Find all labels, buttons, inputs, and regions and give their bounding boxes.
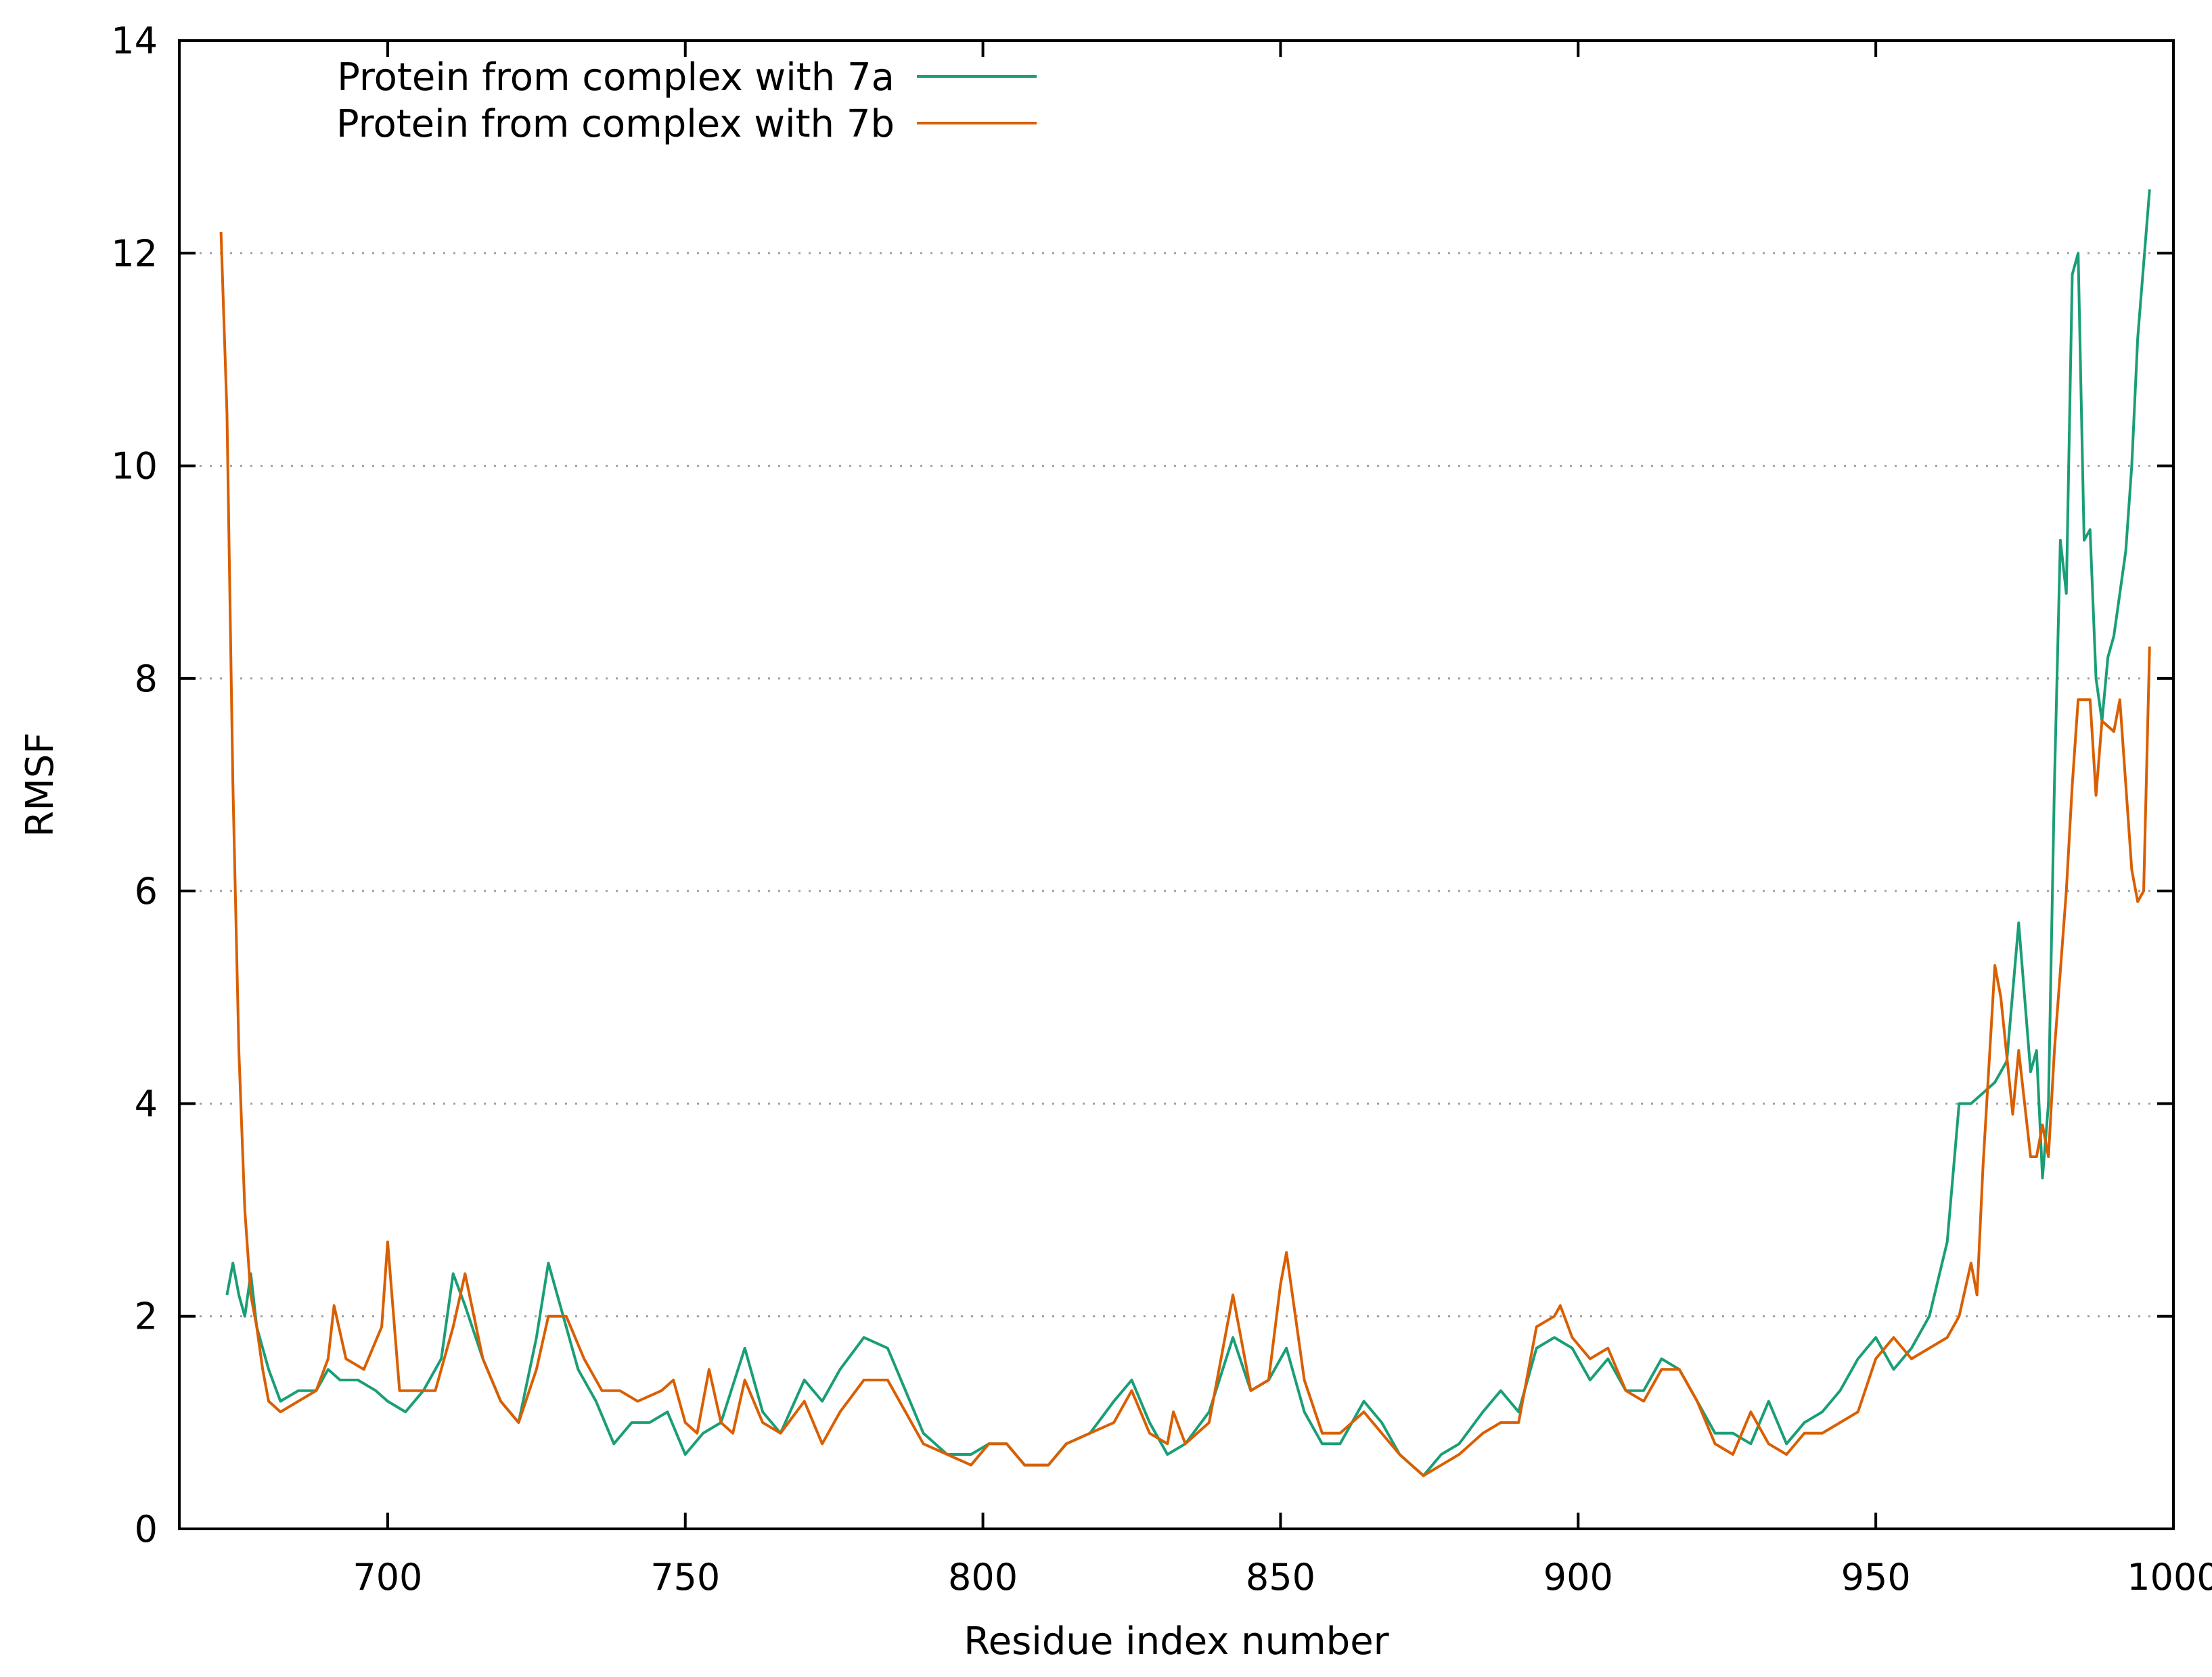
y-axis-title: RMSF	[18, 733, 62, 837]
legend-label-7b: Protein from complex with 7b	[336, 102, 895, 146]
x-tick-label: 700	[353, 1556, 422, 1599]
x-tick-label: 900	[1543, 1556, 1613, 1599]
y-tick-label: 14	[111, 20, 158, 62]
y-tick-label: 12	[111, 232, 158, 275]
x-tick-label: 950	[1841, 1556, 1911, 1599]
y-tick-label: 10	[111, 445, 158, 488]
x-tick-label: 800	[948, 1556, 1018, 1599]
series-lines	[219, 189, 2151, 1477]
legend: Protein from complex with 7a Protein fro…	[336, 55, 1037, 146]
x-tick-label: 750	[650, 1556, 720, 1599]
series-line-7b	[219, 231, 2151, 1477]
x-axis-title: Residue index number	[964, 1619, 1389, 1663]
legend-label-7a: Protein from complex with 7a	[337, 55, 895, 99]
y-tick-label: 0	[135, 1508, 158, 1550]
y-tick-label: 2	[135, 1295, 158, 1338]
plot-frame	[178, 39, 2175, 1530]
y-tick-label: 4	[135, 1082, 158, 1125]
y-tick-label: 8	[135, 658, 158, 700]
x-tick-label: 1000	[2127, 1556, 2212, 1599]
tick-labels: 0 2 4 6 8 10 12 14 700 750 800 850 900 950 1000	[111, 20, 2212, 1599]
y-tick-label: 6	[135, 870, 158, 913]
x-tick-label: 850	[1246, 1556, 1315, 1599]
